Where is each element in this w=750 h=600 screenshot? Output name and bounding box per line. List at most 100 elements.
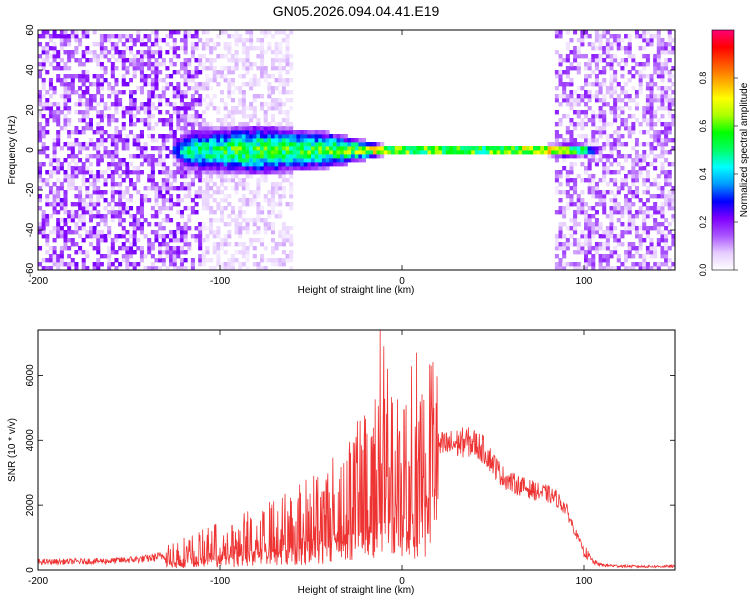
heatmap-cell [216, 230, 221, 235]
heatmap-cell [245, 158, 250, 163]
heatmap-cell [649, 42, 654, 47]
heatmap-cell [554, 30, 559, 35]
heatmap-cell [274, 186, 279, 191]
heatmap-cell [514, 150, 519, 155]
heatmap-cell [591, 146, 596, 151]
heatmap-cell [118, 246, 123, 251]
heatmap-cell [85, 166, 90, 171]
heatmap-cell [598, 154, 603, 159]
heatmap-cell [70, 142, 75, 147]
heatmap-cell [81, 50, 86, 55]
heatmap-cell [103, 114, 108, 119]
heatmap-cell [136, 30, 141, 35]
heatmap-cell [620, 142, 625, 147]
heatmap-cell [260, 142, 265, 147]
heatmap-cell [183, 70, 188, 75]
heatmap-cell [139, 162, 144, 167]
heatmap-cell [169, 126, 174, 131]
heatmap-cell [296, 154, 301, 159]
heatmap-cell [190, 134, 195, 139]
y-tick-label: 60 [25, 24, 36, 36]
heatmap-cell [554, 190, 559, 195]
y-tick-label: 2000 [25, 494, 36, 517]
heatmap-cell [176, 154, 181, 159]
heatmap-cell [110, 154, 115, 159]
heatmap-cell [45, 90, 50, 95]
heatmap-cell [270, 198, 275, 203]
heatmap-cell [78, 86, 83, 91]
heatmap-cell [241, 162, 246, 167]
heatmap-cell [176, 126, 181, 131]
heatmap-cell [667, 246, 672, 251]
heatmap-cell [263, 178, 268, 183]
heatmap-cell [667, 110, 672, 115]
heatmap-cell [158, 234, 163, 239]
heatmap-cell [150, 42, 155, 47]
heatmap-cell [45, 54, 50, 59]
heatmap-cell [634, 162, 639, 167]
heatmap-cell [227, 146, 232, 151]
heatmap-cell [594, 210, 599, 215]
heatmap-cell [642, 118, 647, 123]
colorbar-tick-label: 0.0 [698, 264, 708, 277]
heatmap-cell [118, 58, 123, 63]
heatmap-cell [252, 218, 257, 223]
heatmap-cell [664, 158, 669, 163]
heatmap-cell [216, 170, 221, 175]
heatmap-cell [274, 246, 279, 251]
heatmap-cell [129, 250, 134, 255]
heatmap-cell [289, 66, 294, 71]
heatmap-cell [154, 162, 159, 167]
heatmap-cell [205, 142, 210, 147]
heatmap-cell [132, 262, 137, 267]
heatmap-cell [150, 162, 155, 167]
heatmap-cell [613, 202, 618, 207]
heatmap-cell [598, 34, 603, 39]
heatmap-cell [190, 54, 195, 59]
heatmap-cell [99, 114, 104, 119]
heatmap-cell [238, 262, 243, 267]
heatmap-cell [580, 126, 585, 131]
heatmap-cell [216, 134, 221, 139]
heatmap-cell [260, 130, 265, 135]
heatmap-cell [238, 142, 243, 147]
heatmap-cell [649, 106, 654, 111]
heatmap-cell [554, 174, 559, 179]
heatmap-cell [645, 154, 650, 159]
heatmap-cell [161, 58, 166, 63]
heatmap-cell [573, 238, 578, 243]
heatmap-cell [456, 150, 461, 155]
heatmap-cell [52, 66, 57, 71]
heatmap-cell [580, 94, 585, 99]
heatmap-cell [260, 206, 265, 211]
heatmap-cell [616, 126, 621, 131]
heatmap-cell [125, 58, 130, 63]
heatmap-cell [99, 262, 104, 267]
heatmap-cell [325, 166, 330, 171]
heatmap-cell [212, 210, 217, 215]
heatmap-cell [103, 254, 108, 259]
heatmap-cell [183, 234, 188, 239]
heatmap-cell [587, 250, 592, 255]
heatmap-cell [205, 130, 210, 135]
heatmap-cell [223, 170, 228, 175]
heatmap-cell [300, 162, 305, 167]
heatmap-cell [107, 122, 112, 127]
heatmap-cell [205, 186, 210, 191]
heatmap-cell [220, 130, 225, 135]
heatmap-cell [292, 134, 297, 139]
heatmap-cell [103, 214, 108, 219]
heatmap-cell [671, 206, 675, 211]
heatmap-cell [649, 206, 654, 211]
heatmap-cell [573, 250, 578, 255]
heatmap-cell [594, 146, 599, 151]
heatmap-cell [136, 50, 141, 55]
heatmap-cell [613, 90, 618, 95]
heatmap-cell [653, 122, 658, 127]
heatmap-cell [238, 170, 243, 175]
heatmap-cell [241, 42, 246, 47]
heatmap-cell [125, 110, 130, 115]
heatmap-cell [329, 154, 334, 159]
heatmap-cell [78, 74, 83, 79]
heatmap-cell [198, 174, 203, 179]
